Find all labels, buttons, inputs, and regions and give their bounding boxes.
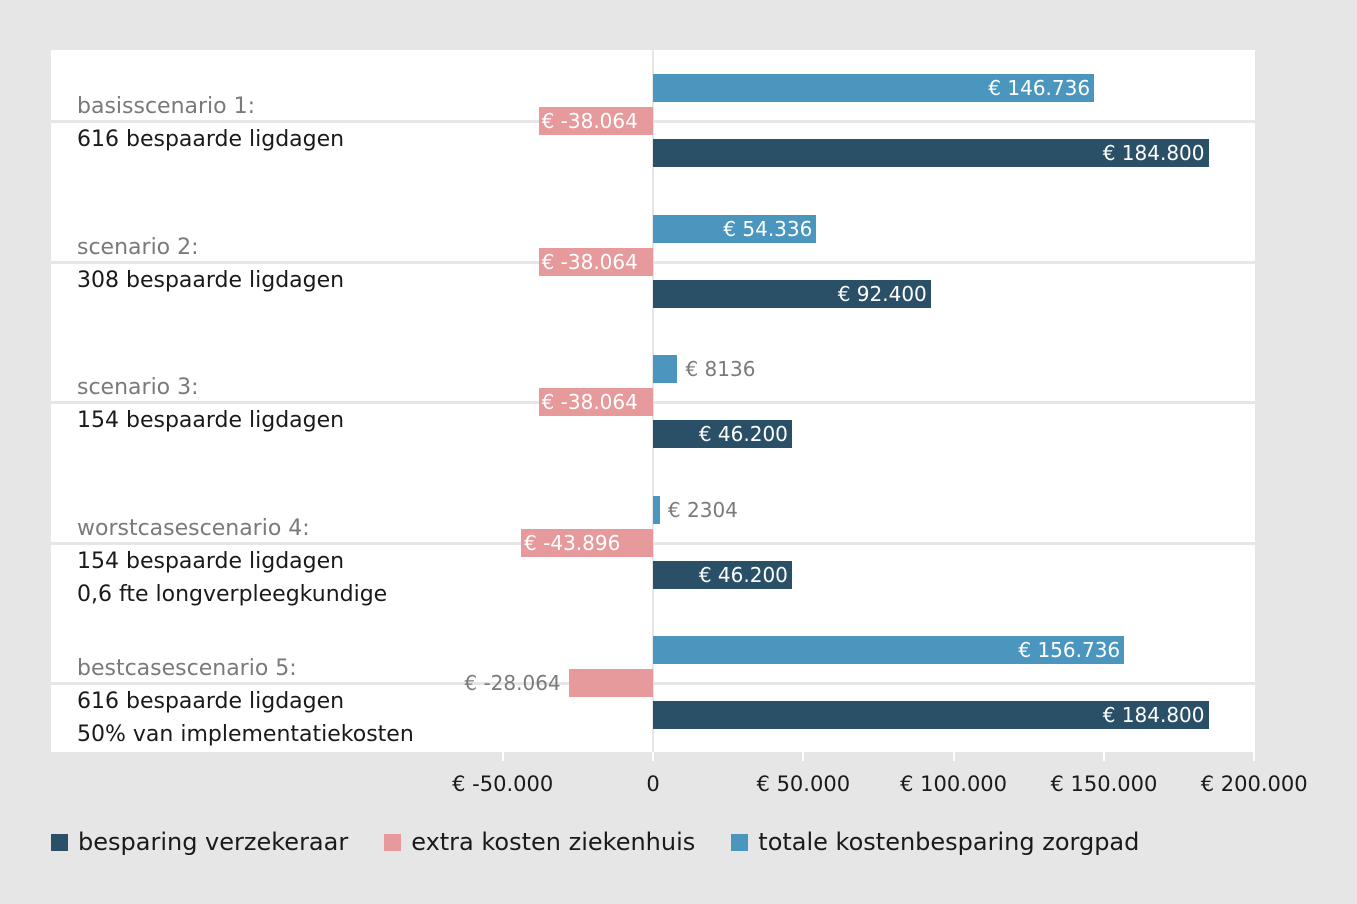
category-line: 616 bespaarde ligdagen: [77, 127, 345, 152]
data-label: € -38.064: [541, 249, 638, 274]
data-label: € 184.800: [1102, 703, 1205, 727]
x-tick: [501, 752, 504, 761]
data-label: € 184.800: [1102, 141, 1205, 165]
category-title: scenario 2:: [77, 234, 199, 260]
data-label: € 2304: [667, 497, 738, 522]
category-title: basisscenario 1:: [77, 94, 256, 119]
category-title: bestcasescenario 5:: [77, 656, 297, 681]
bar-totale-kostenbesparing-zorgpad: [653, 636, 1125, 664]
category-title: scenario 3:: [77, 375, 199, 400]
bar-extra-kosten-ziekenhuis: [538, 388, 653, 416]
bar-totale-kostenbesparing-zorgpad: [653, 495, 660, 524]
category-line: 154 bespaarde ligdagen: [77, 408, 345, 433]
x-tick: [1102, 752, 1105, 761]
data-label: € 54.336: [723, 216, 813, 241]
legend-label: extra kosten ziekenhuis: [411, 828, 696, 856]
bar-extra-kosten-ziekenhuis: [521, 528, 653, 557]
x-tick-label: € 150.000: [1050, 772, 1158, 796]
category-line: 0,6 fte longverpleegkundige: [77, 581, 388, 607]
x-tick-label: € 200.000: [1200, 772, 1308, 796]
legend-label: totale kostenbesparing zorgpad: [758, 828, 1140, 856]
legend-swatch: [384, 833, 402, 851]
bar-extra-kosten-ziekenhuis: [538, 247, 653, 276]
legend-label: besparing verzekeraar: [78, 828, 349, 856]
legend-swatch: [731, 833, 749, 851]
legend-item: totale kostenbesparing zorgpad: [731, 828, 1139, 856]
x-tick-label: € -50.000: [452, 772, 554, 796]
category-line: 308 bespaarde ligdagen: [77, 267, 345, 293]
x-tick: [802, 752, 805, 761]
bar-totale-kostenbesparing-zorgpad: [653, 214, 817, 243]
bar-besparing-verzekeraar: [653, 701, 1209, 729]
data-label: € -38.064: [541, 109, 638, 133]
bar-besparing-verzekeraar: [653, 139, 1209, 167]
bar-extra-kosten-ziekenhuis: [568, 669, 653, 697]
category-title: worstcasescenario 4:: [77, 515, 310, 541]
data-label: € 8136: [685, 357, 756, 381]
data-label: € 46.200: [698, 422, 788, 446]
x-tick: [1253, 752, 1256, 761]
data-label: € -38.064: [541, 390, 638, 414]
data-label: € -43.896: [524, 530, 621, 555]
legend-item: besparing verzekeraar: [51, 828, 348, 856]
x-tick: [952, 752, 955, 761]
bar-extra-kosten-ziekenhuis: [538, 107, 653, 135]
category-line: 50% van implementatiekosten: [77, 722, 414, 747]
x-tick-label: € 100.000: [900, 772, 1008, 796]
bar-besparing-verzekeraar: [653, 560, 792, 589]
category-line: 154 bespaarde ligdagen: [77, 548, 345, 574]
legend-item: extra kosten ziekenhuis: [384, 828, 695, 856]
x-tick-label: € 50.000: [756, 772, 851, 796]
zero-axis-line: [652, 50, 654, 761]
data-label: € -28.064: [464, 671, 561, 695]
category-line: 616 bespaarde ligdagen: [77, 689, 345, 714]
bar-totale-kostenbesparing-zorgpad: [653, 74, 1095, 102]
bar-totale-kostenbesparing-zorgpad: [653, 355, 678, 383]
data-label: € 146.736: [988, 76, 1091, 100]
data-label: € 46.200: [698, 562, 788, 587]
bar-besparing-verzekeraar: [653, 279, 931, 308]
x-tick: [652, 752, 654, 761]
x-tick-label: 0: [646, 772, 660, 796]
bar-besparing-verzekeraar: [653, 420, 792, 448]
legend: besparing verzekeraar extra kosten zieken…: [51, 828, 1139, 856]
data-label: € 156.736: [1018, 638, 1121, 662]
legend-swatch: [51, 833, 68, 851]
data-label: € 92.400: [837, 281, 927, 306]
